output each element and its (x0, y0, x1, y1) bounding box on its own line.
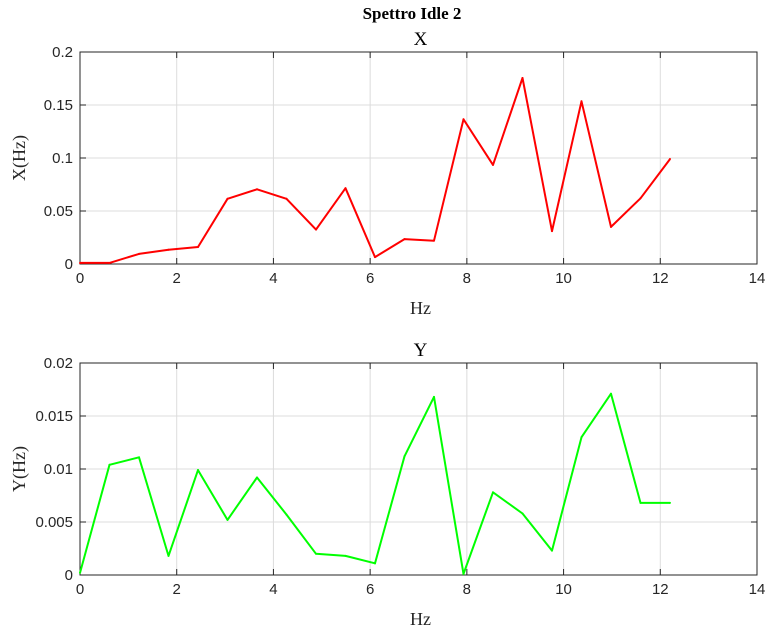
y-axis-label-y: Y(Hz) (9, 446, 30, 492)
x-tick-label: 10 (555, 270, 572, 287)
data-point-y (521, 512, 524, 515)
data-point-y (580, 436, 583, 439)
data-point-x (462, 118, 465, 121)
data-point-x (285, 197, 288, 200)
x-tick-label: 14 (749, 270, 766, 287)
y-tick-label: 0.015 (35, 408, 73, 425)
data-point-y (550, 549, 553, 552)
data-point-x (373, 256, 376, 259)
data-point-x (580, 100, 583, 103)
x-tick-label: 4 (269, 581, 277, 598)
x-tick-label: 8 (463, 581, 471, 598)
x-tick-label: 8 (463, 270, 471, 287)
data-point-x (403, 238, 406, 241)
y-tick-label: 0 (65, 567, 73, 584)
data-point-y (403, 455, 406, 458)
x-tick-label: 12 (652, 270, 669, 287)
data-point-y (491, 491, 494, 494)
y-tick-label: 0.05 (44, 203, 73, 220)
x-axis-label-x: Hz (410, 298, 431, 318)
y-tick-label: 0 (65, 256, 73, 273)
x-tick-label: 12 (652, 581, 669, 598)
data-point-x (432, 239, 435, 242)
y-axis-label-x: X(Hz) (9, 135, 30, 181)
y-tick-label: 0.005 (35, 514, 73, 531)
data-point-y (79, 571, 81, 574)
subplot-y: 0 2 4 6 8 10 12 14 0 0.005 0.01 0.015 0.02 Y Hz Y(Hz) (9, 340, 765, 628)
data-point-x (255, 188, 258, 191)
data-point-x (639, 197, 642, 200)
data-point-x (137, 252, 140, 255)
data-point-x (550, 230, 553, 233)
x-tick-label: 6 (366, 270, 374, 287)
x-tick-label: 0 (76, 581, 84, 598)
data-point-x (314, 228, 317, 231)
data-point-y (314, 552, 317, 555)
y-tick-label: 0.01 (44, 461, 73, 478)
data-point-y (167, 554, 170, 557)
data-point-y (668, 501, 671, 504)
y-tick-label: 0.2 (52, 44, 73, 61)
x-tick-label: 2 (173, 581, 181, 598)
data-point-y (344, 554, 347, 557)
data-point-y (196, 469, 199, 472)
data-point-y (226, 518, 229, 521)
data-point-y (285, 513, 288, 516)
data-point-y (432, 395, 435, 398)
data-point-x (108, 261, 111, 264)
data-point-x (167, 248, 170, 251)
figure-super-title: Spettro Idle 2 (363, 4, 462, 23)
subplot-title-y: Y (414, 340, 428, 361)
data-point-x (196, 246, 199, 249)
y-tick-label: 0.1 (52, 150, 73, 167)
data-point-x (79, 261, 81, 264)
x-tick-label: 14 (749, 581, 766, 598)
data-point-y (137, 456, 140, 459)
x-tick-label: 6 (366, 581, 374, 598)
x-tick-label: 2 (173, 270, 181, 287)
data-point-x (668, 158, 671, 161)
data-point-y (108, 463, 111, 466)
data-point-y (462, 572, 465, 575)
data-point-y (609, 392, 612, 395)
x-tick-label: 0 (76, 270, 84, 287)
data-point-x (344, 187, 347, 190)
data-point-y (639, 501, 642, 504)
y-tick-label: 0.15 (44, 97, 73, 114)
y-tick-label: 0.02 (44, 355, 73, 372)
data-point-x (521, 76, 524, 79)
data-point-y (255, 476, 258, 479)
data-point-x (491, 163, 494, 166)
x-tick-label: 4 (269, 270, 277, 287)
data-point-y (373, 562, 376, 565)
subplot-x: 0 2 4 6 8 10 12 14 0 0.05 0.1 0.15 0.2 X Hz X(Hz) (9, 29, 765, 318)
x-axis-label-y: Hz (410, 609, 431, 628)
data-point-x (226, 197, 229, 200)
data-point-x (609, 225, 612, 228)
x-tick-label: 10 (555, 581, 572, 598)
subplot-title-x: X (414, 29, 428, 50)
